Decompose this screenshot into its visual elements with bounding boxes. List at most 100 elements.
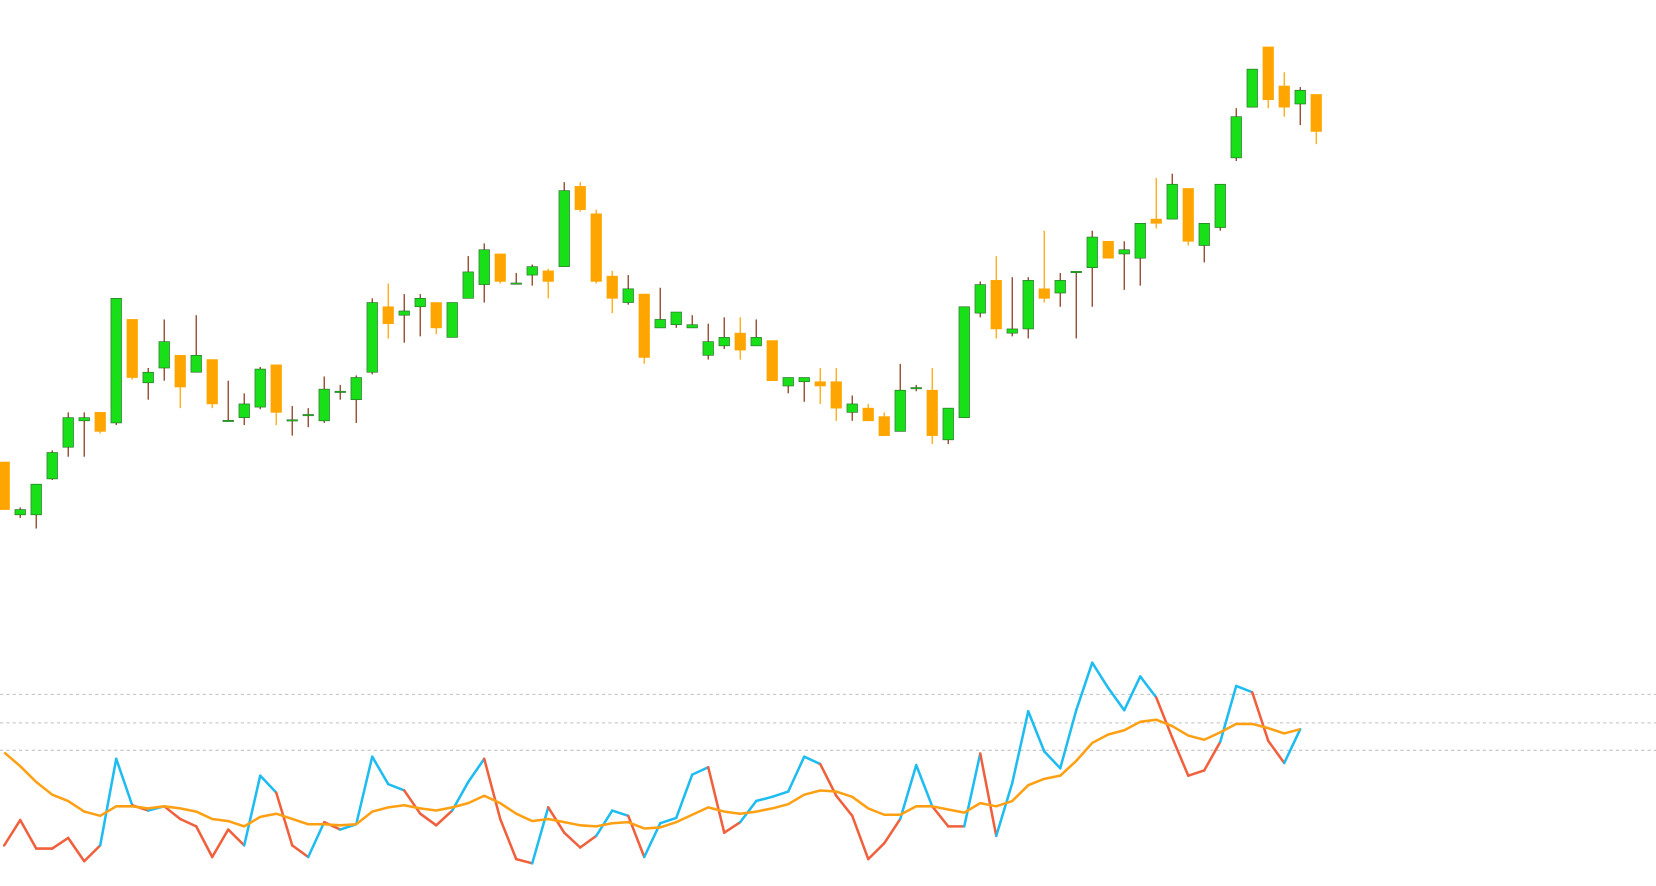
candle-body (158, 341, 170, 369)
candle-body (270, 364, 282, 413)
candle-body (654, 319, 666, 329)
oscillator-segment (866, 842, 886, 861)
oscillator-segment (610, 809, 630, 818)
oscillator-segment (786, 755, 806, 793)
candle-body (1118, 249, 1130, 255)
oscillator-segment (930, 805, 950, 828)
candle-body (574, 186, 586, 210)
oscillator-segment (1266, 739, 1286, 765)
candle-body (1230, 116, 1242, 159)
candle-body (510, 282, 522, 285)
oscillator-segment (50, 836, 70, 850)
candle-body (846, 403, 858, 413)
candle-body (558, 190, 570, 267)
oscillator-segment (530, 806, 550, 865)
candle-body (110, 297, 122, 424)
candle-body (1070, 271, 1082, 273)
candle-body (142, 371, 154, 384)
oscillator-segment (226, 828, 246, 847)
candle-body (46, 452, 58, 480)
oscillator-segment (418, 812, 438, 827)
candle-body (766, 340, 778, 382)
candle-body (1198, 223, 1210, 246)
candle-body (878, 416, 890, 436)
oscillator-segment (82, 844, 102, 863)
oscillator-segment (722, 820, 742, 834)
candle-body (414, 297, 426, 308)
oscillator-segment (162, 805, 182, 821)
oscillator-segment (258, 774, 278, 794)
candle-body (14, 509, 26, 516)
candle-body (302, 414, 314, 417)
oscillator-segment (466, 757, 486, 784)
candle-body (718, 337, 730, 347)
candle-body (1214, 183, 1226, 228)
oscillator-segment (898, 763, 918, 821)
oscillator-segment (1250, 690, 1270, 743)
candle-body (1310, 94, 1322, 132)
oscillator-segment (210, 828, 230, 859)
candle-body (590, 213, 602, 282)
candle-body (126, 319, 138, 378)
candle-body (1006, 328, 1018, 334)
candle-body (606, 275, 618, 299)
candle-body (862, 407, 874, 422)
oscillator-segment (1138, 675, 1158, 699)
candle-body (638, 293, 650, 358)
oscillator-segment (514, 857, 534, 865)
candle-body (1294, 89, 1306, 105)
oscillator-segment (1106, 686, 1126, 712)
candle-body (686, 324, 698, 329)
oscillator-segment (386, 782, 406, 792)
oscillator-segment (978, 752, 998, 838)
candle-body (334, 390, 346, 393)
candle-body (1054, 280, 1066, 294)
oscillator-segment (1122, 675, 1142, 712)
oscillator-segment (194, 825, 214, 859)
candle-body (542, 270, 554, 282)
candle-body (430, 302, 442, 329)
candle-body (494, 253, 506, 282)
candle-body (366, 302, 378, 373)
candle-body (782, 377, 794, 387)
oscillator-segment (66, 836, 86, 863)
candle-body (318, 388, 330, 422)
oscillator-segment (498, 817, 518, 861)
oscillator-segment (770, 790, 790, 799)
oscillator-segment (242, 774, 262, 847)
candle-body (1246, 68, 1258, 108)
oscillator-segment (114, 757, 134, 807)
oscillator-segment (1042, 750, 1062, 770)
oscillator-segment (706, 765, 726, 834)
oscillator-segment (962, 752, 982, 828)
candle-body (222, 419, 234, 422)
candle-body (382, 306, 394, 324)
oscillator-segment (434, 809, 454, 827)
oscillator-segment (1186, 769, 1206, 777)
oscillator-segment (802, 755, 822, 766)
candle-body (78, 417, 90, 422)
candle-body (1182, 188, 1194, 242)
candle-body (1278, 85, 1290, 108)
candle-body (174, 355, 186, 388)
candle-body (286, 419, 298, 422)
candle-body (350, 377, 362, 401)
candle-body (894, 389, 906, 432)
candle-body (526, 266, 538, 276)
candle-body (798, 377, 810, 383)
oscillator-segment (754, 795, 774, 803)
candle-body (462, 271, 474, 299)
candle-body (1166, 183, 1178, 220)
oscillator-segment (98, 757, 118, 847)
oscillator-segment (402, 789, 422, 815)
candle-body (206, 359, 218, 405)
oscillator-segment (1154, 696, 1174, 739)
oscillator-segment (1026, 709, 1046, 753)
oscillator-segment (290, 844, 310, 859)
oscillator-segment (274, 791, 294, 847)
oscillator-segment (834, 794, 854, 818)
oscillator-segment (882, 817, 902, 845)
candle-body (190, 355, 202, 373)
